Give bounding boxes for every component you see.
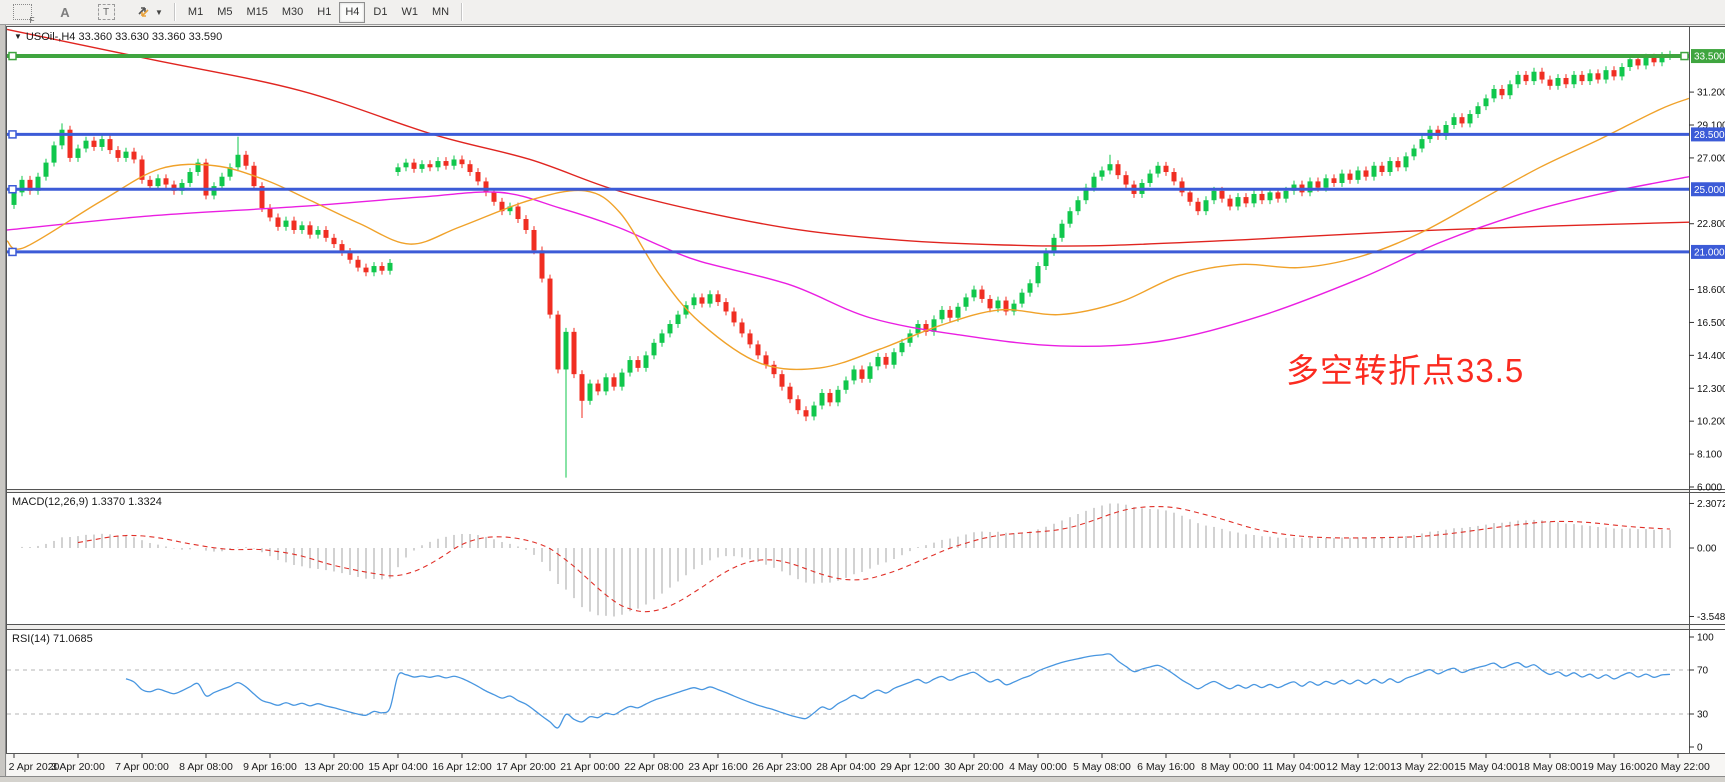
rsi-line (125, 653, 1671, 729)
toolbar: A T ▼ M1 M5 M15 M30 H1 H4 D1 W1 MN (0, 0, 1725, 25)
svg-text:6 May 16:00: 6 May 16:00 (1137, 761, 1195, 773)
svg-text:100: 100 (1697, 633, 1714, 644)
svg-text:8 Apr 08:00: 8 Apr 08:00 (179, 761, 233, 773)
svg-text:-3.5484: -3.5484 (1697, 612, 1725, 623)
tf-button-H1[interactable]: H1 (317, 6, 332, 18)
svg-text:12.300: 12.300 (1697, 384, 1725, 395)
svg-text:3 Apr 20:00: 3 Apr 20:00 (51, 761, 105, 773)
svg-text:12 May 12:00: 12 May 12:00 (1326, 761, 1390, 773)
svg-text:18.600: 18.600 (1697, 285, 1725, 296)
svg-text:6.000: 6.000 (1697, 482, 1722, 493)
collapse-triangle-icon: ▼ (14, 32, 22, 41)
svg-text:10.200: 10.200 (1697, 417, 1725, 428)
svg-text:2.3072: 2.3072 (1697, 499, 1725, 510)
text-label-button[interactable]: T (90, 1, 122, 23)
grid-f-button[interactable] (6, 1, 38, 25)
level-lines (7, 51, 1689, 257)
macd-histogram (21, 503, 1671, 617)
svg-text:30 Apr 20:00: 30 Apr 20:00 (944, 761, 1004, 773)
svg-text:11 May 04:00: 11 May 04:00 (1263, 761, 1326, 773)
svg-text:5 May 08:00: 5 May 08:00 (1073, 761, 1131, 773)
window-bottom-edge (0, 776, 1725, 782)
grid-f-icon (12, 4, 35, 25)
svg-text:15 Apr 04:00: 15 Apr 04:00 (368, 761, 428, 773)
svg-text:23 Apr 16:00: 23 Apr 16:00 (688, 761, 748, 773)
svg-text:21.000: 21.000 (1694, 247, 1725, 258)
panel-frames (6, 26, 1725, 754)
svg-text:31.200: 31.200 (1697, 88, 1725, 99)
tf-button-M5[interactable]: M5 (217, 6, 233, 18)
svg-text:8.100: 8.100 (1697, 450, 1722, 461)
svg-text:7 Apr 00:00: 7 Apr 00:00 (115, 761, 169, 773)
toolbar-separator (461, 3, 464, 21)
tf-button-M30[interactable]: M30 (281, 6, 304, 18)
candles-layer (11, 50, 1673, 478)
svg-text:28.500: 28.500 (1694, 130, 1725, 141)
svg-text:33.500: 33.500 (1694, 52, 1725, 63)
rsi-levels (7, 669, 1689, 715)
svg-text:4 May 00:00: 4 May 00:00 (1009, 761, 1067, 773)
svg-text:8 May 00:00: 8 May 00:00 (1201, 761, 1259, 773)
svg-text:0.00: 0.00 (1697, 544, 1717, 555)
arrows-icon (138, 7, 149, 17)
svg-text:19 May 16:00: 19 May 16:00 (1582, 761, 1646, 773)
svg-text:13 May 22:00: 13 May 22:00 (1390, 761, 1454, 773)
ma-fast-orange (6, 97, 1690, 371)
tf-button-M1[interactable]: M1 (187, 6, 204, 18)
arrows-button[interactable]: ▼ (131, 1, 168, 23)
svg-text:0: 0 (1697, 743, 1703, 754)
svg-text:2 Apr 2020: 2 Apr 2020 (9, 761, 60, 773)
svg-text:26 Apr 23:00: 26 Apr 23:00 (752, 761, 812, 773)
macd-indicator-title: MACD(12,26,9) 1.3370 1.3324 (12, 496, 162, 508)
text-label-icon: T (97, 4, 115, 20)
font-button[interactable]: A (49, 1, 81, 23)
annotation-text: 多空转折点33.5 (1286, 352, 1525, 389)
font-a-icon: A (60, 4, 70, 20)
timeframe-buttons: M1 M5 M15 M30 H1 H4 D1 W1 MN (181, 1, 456, 23)
svg-text:14.400: 14.400 (1697, 351, 1725, 362)
toolbar-separator (173, 3, 176, 21)
svg-text:30: 30 (1697, 710, 1709, 721)
tf-button-MN[interactable]: MN (431, 6, 450, 18)
price-scale[interactable]: 31.200 29.100 27.000 22.800 18.600 16.500 14.4… (1689, 49, 1725, 493)
panel-backgrounds (7, 26, 1725, 776)
svg-text:13 Apr 20:00: 13 Apr 20:00 (304, 761, 364, 773)
ma-mid-magenta (6, 176, 1690, 348)
ma-slow-red (6, 28, 1690, 247)
svg-text:17 Apr 20:00: 17 Apr 20:00 (496, 761, 556, 773)
svg-text:27.000: 27.000 (1697, 153, 1725, 164)
svg-text:22 Apr 08:00: 22 Apr 08:00 (624, 761, 684, 773)
svg-text:29.100: 29.100 (1697, 121, 1725, 132)
svg-text:16 Apr 12:00: 16 Apr 12:00 (432, 761, 492, 773)
tf-button-M15[interactable]: M15 (246, 6, 268, 18)
svg-text:20 May 22:00: 20 May 22:00 (1646, 761, 1710, 773)
macd-signal-line (77, 505, 1671, 613)
svg-text:25.000: 25.000 (1694, 185, 1725, 196)
dropdown-caret-icon: ▼ (155, 7, 163, 17)
svg-text:70: 70 (1697, 666, 1709, 677)
svg-text:22.800: 22.800 (1697, 219, 1725, 230)
svg-text:29 Apr 12:00: 29 Apr 12:00 (880, 761, 940, 773)
svg-text:21 Apr 00:00: 21 Apr 00:00 (560, 761, 620, 773)
tf-button-W1[interactable]: W1 (401, 6, 418, 18)
svg-text:9 Apr 16:00: 9 Apr 16:00 (243, 761, 297, 773)
tf-button-D1[interactable]: D1 (373, 6, 388, 18)
rsi-indicator-title: RSI(14) 71.0685 (12, 633, 93, 645)
svg-text:28 Apr 04:00: 28 Apr 04:00 (816, 761, 876, 773)
svg-text:16.500: 16.500 (1697, 318, 1725, 329)
tf-button-H4[interactable]: H4 (339, 1, 366, 23)
svg-text:15 May 04:00: 15 May 04:00 (1454, 761, 1518, 773)
window-left-edge (0, 25, 6, 776)
chart-ohlc-title: ▼ USOil-,H4 33.360 33.630 33.360 33.590 (14, 31, 223, 43)
svg-text:18 May 08:00: 18 May 08:00 (1518, 761, 1582, 773)
indicator-scales: 2.3072 0.00 -3.5484 100 70 30 0 (1689, 499, 1725, 754)
